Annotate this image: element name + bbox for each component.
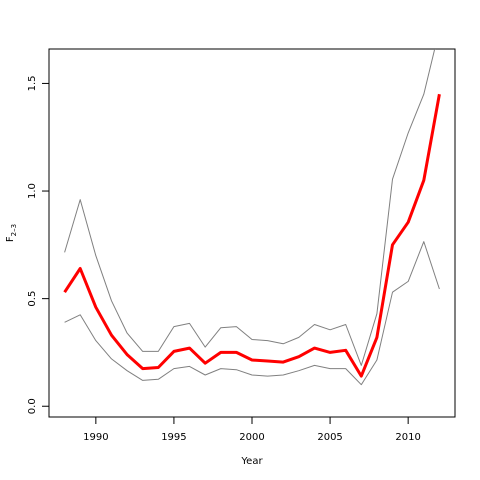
y-axis: 0.0 0.5 1.0 1.5 bbox=[27, 75, 50, 414]
x-tick-label: 1990 bbox=[83, 432, 108, 443]
y-tick-label: 0.5 bbox=[27, 291, 38, 307]
y-tick-label: 1.0 bbox=[27, 183, 38, 199]
y-axis-title-subscript: 2–3 bbox=[10, 224, 18, 236]
series-line-upper bbox=[64, 49, 436, 366]
x-tick-label: 1995 bbox=[161, 432, 186, 443]
x-axis: 1990 1995 2000 2005 2010 bbox=[83, 416, 421, 443]
y-tick-label: 1.5 bbox=[27, 75, 38, 91]
y-axis-title: F2–3 bbox=[5, 224, 18, 242]
x-axis-title: Year bbox=[240, 456, 263, 467]
y-tick-label: 0.0 bbox=[27, 398, 38, 414]
series-line-estimate bbox=[63, 93, 441, 378]
x-tick-label: 2005 bbox=[317, 432, 342, 443]
y-axis-title-main: F bbox=[5, 236, 16, 242]
series-line-lower bbox=[64, 241, 440, 386]
plot-frame bbox=[48, 48, 456, 418]
x-tick-label: 2010 bbox=[395, 432, 420, 443]
series-layer bbox=[63, 49, 441, 386]
x-tick-label: 2000 bbox=[239, 432, 264, 443]
